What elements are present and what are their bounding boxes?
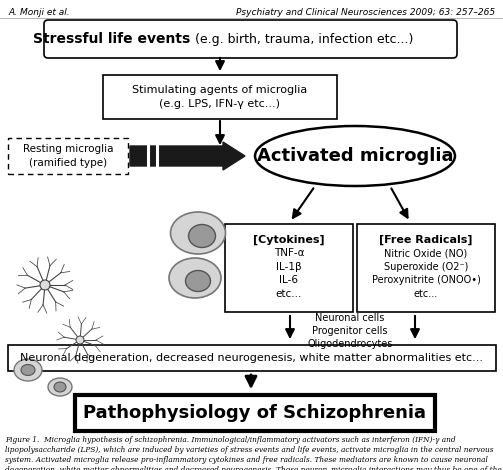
Bar bbox=[357, 224, 495, 312]
Text: Figure 1.  Microglia hypothesis of schizophrenia. Immunological/inflammatory act: Figure 1. Microglia hypothesis of schizo… bbox=[5, 436, 502, 470]
Text: [Free Radicals]: [Free Radicals] bbox=[379, 235, 473, 245]
FancyBboxPatch shape bbox=[103, 75, 337, 119]
Text: Nitric Oxide (NO)
Superoxide (O2⁻)
Peroxynitrite (ONOO•)
etc...: Nitric Oxide (NO) Superoxide (O2⁻) Perox… bbox=[372, 248, 480, 299]
Ellipse shape bbox=[54, 382, 66, 392]
Bar bbox=[8, 138, 128, 174]
Ellipse shape bbox=[186, 271, 210, 291]
Ellipse shape bbox=[76, 336, 84, 344]
Bar bbox=[75, 395, 435, 431]
Text: (e.g. birth, trauma, infection etc...): (e.g. birth, trauma, infection etc...) bbox=[196, 32, 414, 46]
Text: Pathophysiology of Schizophrenia: Pathophysiology of Schizophrenia bbox=[83, 404, 427, 422]
Text: Resting microglia
(ramified type): Resting microglia (ramified type) bbox=[23, 144, 113, 168]
Text: Stimulating agents of microglia
(e.g. LPS, IFN-γ etc...): Stimulating agents of microglia (e.g. LP… bbox=[132, 86, 308, 109]
Text: Stressful life events: Stressful life events bbox=[33, 32, 196, 46]
Text: TNF-α
IL-1β
IL-6
etc...: TNF-α IL-1β IL-6 etc... bbox=[274, 248, 304, 299]
Text: Psychiatry and Clinical Neurosciences 2009; 63: 257–265: Psychiatry and Clinical Neurosciences 20… bbox=[236, 8, 495, 17]
Text: A. Monji et al.: A. Monji et al. bbox=[8, 8, 69, 17]
Ellipse shape bbox=[255, 126, 455, 186]
Bar bbox=[8, 345, 496, 371]
Ellipse shape bbox=[171, 212, 225, 254]
Ellipse shape bbox=[189, 225, 215, 248]
FancyArrow shape bbox=[130, 142, 245, 170]
Ellipse shape bbox=[14, 359, 42, 381]
Text: Neuronal cells
Progenitor cells
Oligodendrocytes: Neuronal cells Progenitor cells Oligoden… bbox=[307, 313, 393, 349]
Ellipse shape bbox=[169, 258, 221, 298]
Ellipse shape bbox=[21, 365, 35, 376]
Text: [Cytokines]: [Cytokines] bbox=[253, 235, 325, 245]
Ellipse shape bbox=[40, 280, 50, 290]
Text: Neuronal degeneration, decreased neurogenesis, white matter abnormalities etc...: Neuronal degeneration, decreased neuroge… bbox=[21, 353, 483, 363]
FancyBboxPatch shape bbox=[44, 20, 457, 58]
Text: Activated microglia: Activated microglia bbox=[257, 147, 453, 165]
Ellipse shape bbox=[48, 378, 72, 396]
Bar bbox=[225, 224, 353, 312]
